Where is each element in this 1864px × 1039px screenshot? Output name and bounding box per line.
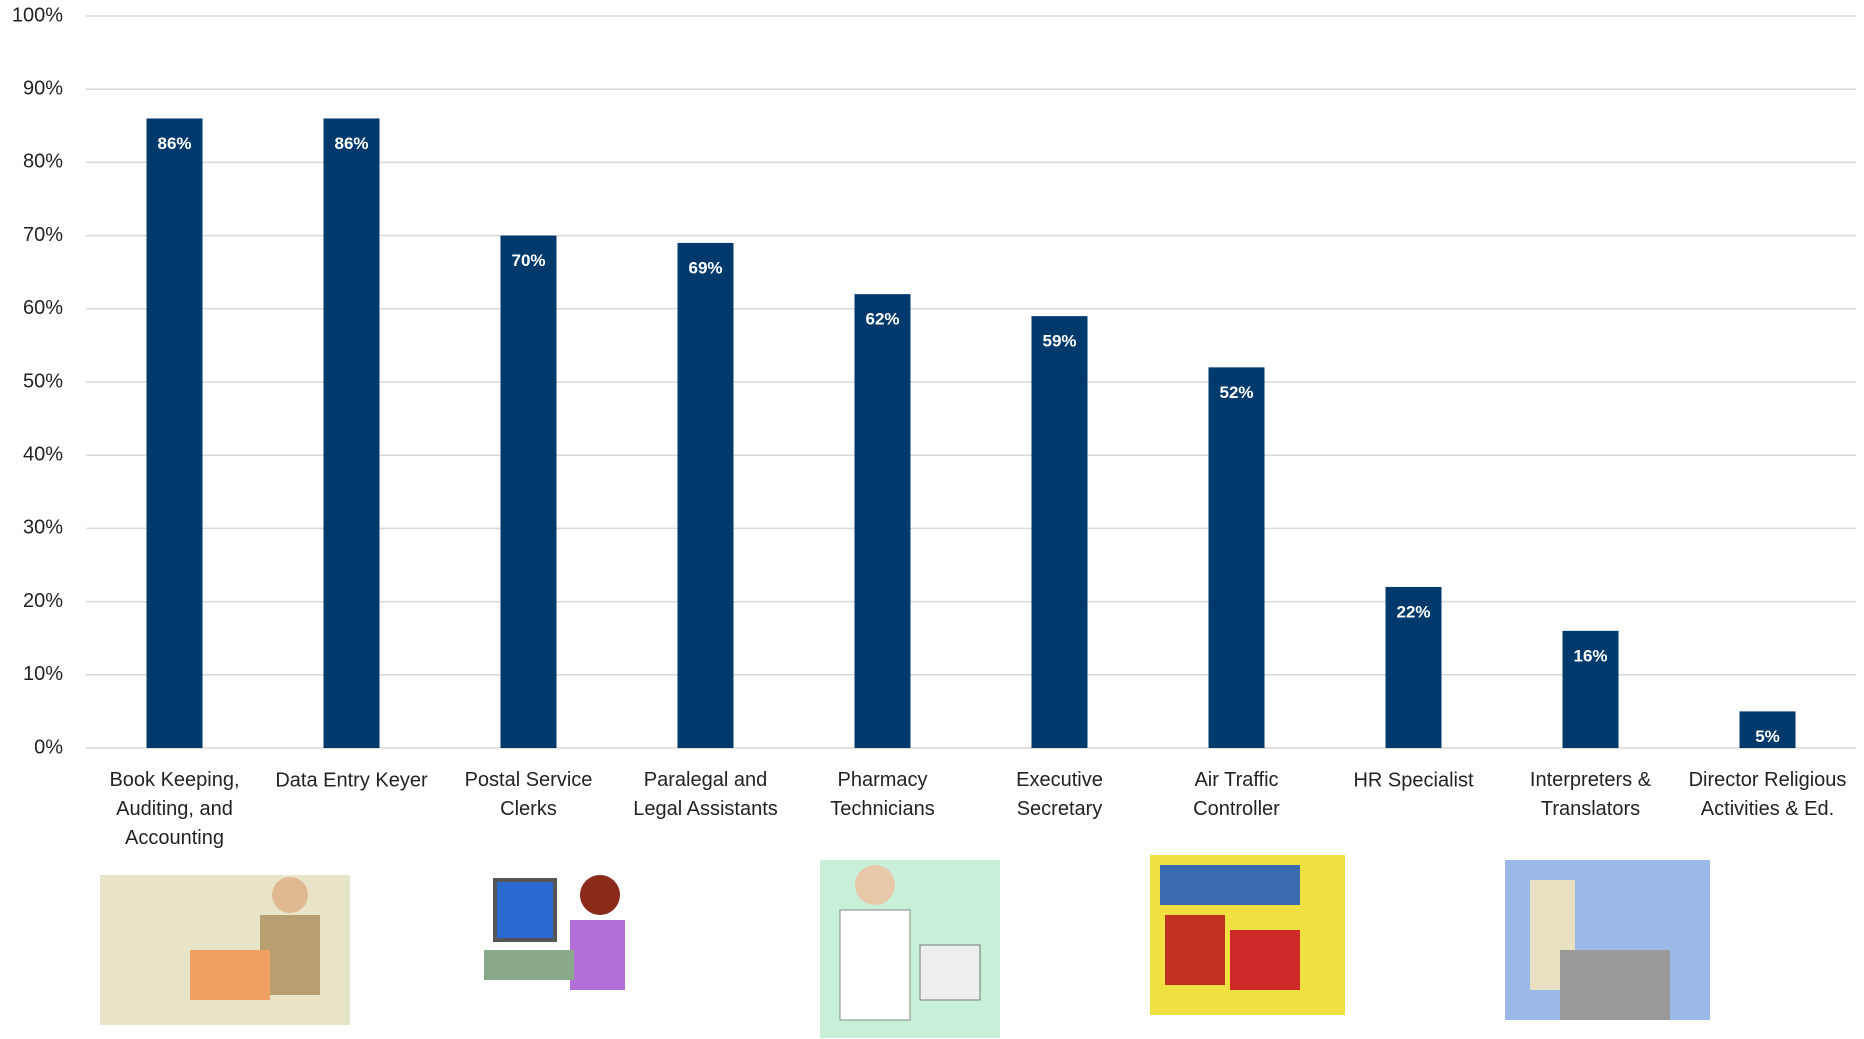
bar [1385, 586, 1442, 748]
y-tick-label: 30% [23, 517, 63, 539]
clipart-coat [839, 909, 911, 1021]
x-tick-label: Pharmacy Technicians [830, 769, 935, 820]
clipart-computer [493, 878, 557, 942]
clipart-register [919, 944, 981, 1001]
x-tick-label: Book Keeping, Auditing, and Accounting [109, 769, 239, 849]
y-tick-label: 90% [23, 77, 63, 99]
clipart-console [1165, 915, 1225, 985]
value-label: 69% [688, 258, 722, 277]
clipart-head [272, 877, 308, 913]
value-label: 86% [334, 134, 368, 153]
y-tick-label: 50% [23, 370, 63, 392]
x-tick-label: Postal Service Clerks [465, 769, 593, 820]
x-tick-label: Data Entry Keyer [275, 769, 428, 791]
x-tick-label: HR Specialist [1353, 769, 1473, 791]
x-tick-label: Air Traffic Controller [1193, 769, 1280, 820]
x-tick-label: Director Religious Activities & Ed. [1689, 769, 1847, 820]
value-label: 70% [511, 251, 545, 270]
y-tick-label: 60% [23, 297, 63, 319]
value-label: 62% [865, 310, 899, 329]
bar [1562, 630, 1619, 748]
clipart-desk [484, 950, 574, 980]
clipart-console [1560, 950, 1670, 1020]
clipart-head [580, 875, 620, 915]
bar [854, 294, 911, 748]
bar [323, 118, 380, 749]
clipart-body [570, 920, 625, 990]
bar [1739, 711, 1796, 748]
bar [500, 235, 557, 749]
clipart-screens [1160, 865, 1300, 905]
x-tick-label: Paralegal and Legal Assistants [633, 769, 778, 820]
value-label: 16% [1573, 646, 1607, 665]
value-label: 22% [1396, 602, 1430, 621]
x-tick-label: Executive Secretary [1016, 769, 1103, 820]
y-tick-label: 80% [23, 151, 63, 173]
clipart-person [1230, 930, 1300, 990]
bar [677, 242, 734, 749]
clipart-head [855, 865, 895, 905]
y-tick-label: 20% [23, 590, 63, 612]
clipart-legs [190, 950, 270, 1000]
y-tick-label: 100% [12, 4, 63, 26]
value-label: 86% [157, 134, 191, 153]
value-label: 52% [1219, 383, 1253, 402]
x-tick-label: Interpreters & Translators [1530, 769, 1652, 820]
clipart [100, 855, 1710, 1038]
y-tick-label: 0% [34, 736, 63, 758]
value-label: 59% [1042, 332, 1076, 351]
value-label: 5% [1755, 727, 1780, 746]
y-tick-label: 40% [23, 443, 63, 465]
y-tick-label: 10% [23, 663, 63, 685]
bar [1031, 316, 1088, 748]
y-tick-label: 70% [23, 224, 63, 246]
bar [146, 118, 203, 749]
bar [1208, 367, 1265, 748]
